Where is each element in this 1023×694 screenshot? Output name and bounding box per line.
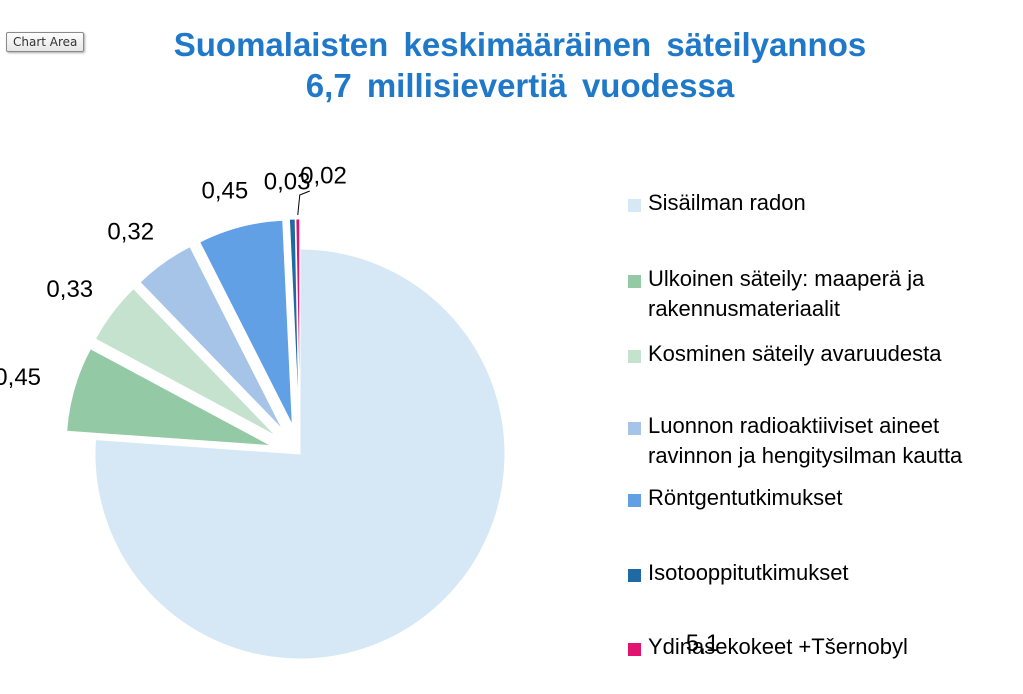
legend-swatch bbox=[628, 643, 641, 656]
legend-label: Ydinasekokeet +Tšernobyl bbox=[648, 634, 908, 659]
legend-label: Luonnon radioaktiiviset aineet ravinnon … bbox=[648, 413, 963, 468]
chart-area-tooltip: Chart Area bbox=[6, 32, 85, 52]
data-label-3: 0,32 bbox=[107, 219, 154, 246]
data-label-2: 0,33 bbox=[46, 276, 93, 303]
chart-title: Suomalaisten keskimääräinen säteilyannos… bbox=[100, 24, 940, 106]
legend-label: Isotooppitutkimukset bbox=[648, 560, 849, 585]
pie-slice-5[interactable] bbox=[288, 218, 300, 425]
pie-slice-4[interactable] bbox=[199, 219, 293, 426]
legend-label: Sisäilman radon bbox=[648, 190, 806, 215]
pie-slice-0[interactable] bbox=[94, 248, 506, 660]
pie-slice-3[interactable] bbox=[139, 246, 284, 430]
data-label-0: 5,1 bbox=[686, 630, 719, 657]
legend-label: Röntgentutkimukset bbox=[648, 485, 843, 510]
legend-swatch bbox=[628, 422, 641, 435]
legend-label: Kosminen säteily avaruudesta bbox=[648, 341, 942, 366]
pie-slice-2[interactable] bbox=[94, 287, 277, 437]
chart-title-line-2: 6,7 millisievertiä vuodessa bbox=[305, 67, 735, 104]
pie-slice-6[interactable] bbox=[295, 218, 301, 425]
data-label-6: 0,02 bbox=[300, 162, 347, 189]
data-label-4: 0,45 bbox=[202, 177, 249, 204]
legend-swatch bbox=[628, 350, 641, 363]
chart-title-line-1: Suomalaisten keskimääräinen säteilyannos bbox=[173, 26, 867, 63]
data-label-1: 0,45 bbox=[0, 364, 41, 391]
legend-swatch bbox=[628, 494, 641, 507]
pie-slice-1[interactable] bbox=[66, 348, 272, 447]
leader-line bbox=[297, 190, 310, 216]
legend-swatch bbox=[628, 275, 641, 288]
data-label-5: 0,03 bbox=[264, 168, 311, 195]
legend-label: Ulkoinen säteily: maaperä ja rakennusmat… bbox=[648, 266, 925, 321]
legend-swatch bbox=[628, 569, 641, 582]
legend-swatch bbox=[628, 199, 641, 212]
